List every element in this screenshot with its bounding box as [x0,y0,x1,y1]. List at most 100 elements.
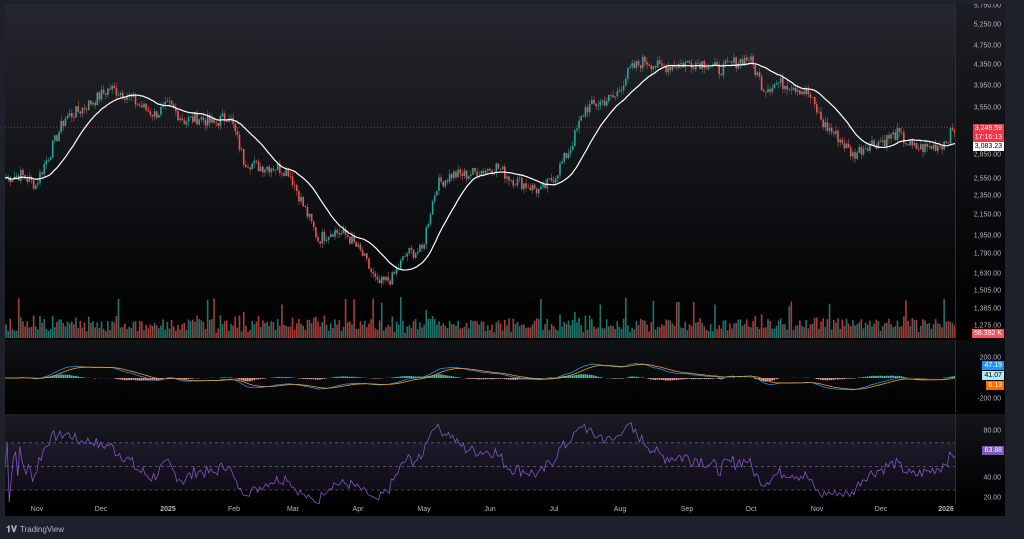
histogram-bar [722,378,725,379]
candle [756,72,759,75]
histogram-bar [830,378,833,381]
time-axis[interactable]: Nov Dec 2025 Feb Mar Apr May Jun Jul Aug Sep Oct Nov… [5,504,1005,516]
candle [342,229,345,234]
macd-pane[interactable]: 200.00 -200.00 47.19 41.07 6.13 [5,340,1005,412]
volume-bar [143,330,145,338]
candle [155,111,158,118]
histogram-bar [431,375,434,378]
candle [665,66,667,73]
price-axis[interactable]: 1,275.00 1,385.00 1,505.00 1,630.00 1,790.00… [955,4,1005,338]
volume-bar [56,321,58,338]
candle [92,102,94,105]
candle [115,87,118,96]
candle [153,111,156,117]
rsi-axis[interactable]: 80.00 40.00 20.00 63.88 [955,414,1005,504]
time-label: Jun [484,506,496,513]
volume-bar [622,318,625,338]
volume-bar [283,324,285,338]
candle [782,77,784,89]
histogram-bar [648,378,650,379]
histogram-bar [138,378,141,381]
volume-bar [701,322,704,338]
volume-bar [319,326,321,338]
candle [444,180,447,187]
histogram-bar [433,374,436,378]
candle [414,253,417,258]
time-label: Sep [680,506,694,513]
volume-bar [81,327,84,338]
volume-bar [238,315,241,338]
volume-bar [843,325,846,338]
candle [760,76,763,90]
histogram-bar [176,378,179,379]
volume-bar [268,325,271,338]
volume-bar [849,326,852,338]
histogram-bar [885,375,888,378]
volume-bar [930,328,933,338]
tradingview-logo[interactable]: 𝟏𝐕 TradingView [6,524,64,535]
candle [939,145,941,147]
candle [66,115,69,119]
candle [259,166,262,172]
histogram-bar [866,376,869,378]
candle [735,57,737,69]
histogram-bar [191,378,194,379]
histogram-bar [629,376,631,378]
histogram-bar [620,378,623,379]
candle [656,60,659,68]
candle [230,117,232,119]
histogram-bar [720,378,723,380]
volume-bar [841,319,844,338]
histogram-bar [257,378,260,380]
price-tick: 4,350.00 [973,61,1001,69]
volume-bar [257,315,260,338]
volume-bar [240,331,243,338]
candle [391,272,394,285]
volume-bar [939,324,941,338]
volume-bar [276,319,279,338]
volume-bar [223,321,226,338]
volume-bar [393,331,396,338]
histogram-bar [890,375,892,378]
candle [300,196,302,202]
chart-frame[interactable]: 1,275.00 1,385.00 1,505.00 1,630.00 1,790.00… [5,4,1005,516]
histogram-bar [837,378,839,380]
candle [917,148,920,150]
macd-axis[interactable]: 200.00 -200.00 47.19 41.07 6.13 [955,340,1005,412]
volume-bar [890,324,892,338]
volume-bar [419,322,421,338]
candle [60,120,63,133]
price-plot[interactable] [5,4,955,338]
volume-bar [786,329,788,338]
volume-bar [7,330,9,338]
volume-bar [493,332,495,338]
histogram-bar [883,376,886,378]
candle [724,60,727,64]
price-tick: 2,850.00 [973,151,1001,159]
candle [79,111,82,114]
candle [124,98,126,100]
candle [540,186,542,190]
volume-bar [663,325,665,338]
volume-bar [911,318,914,338]
volume-bar [567,320,570,338]
candle [245,164,247,168]
candle [644,56,646,63]
rsi-pane[interactable]: 80.00 40.00 20.00 63.88 [5,414,1005,504]
candle [832,132,835,134]
volume-bar [92,321,94,338]
volume-bar [208,319,211,338]
candle [412,249,415,258]
volume-bar [699,318,701,338]
histogram-bar [595,376,597,378]
candle [164,102,167,105]
histogram-bar [565,375,568,378]
candle [769,88,771,92]
volume-bar [510,331,512,338]
histogram-bar [679,378,682,380]
price-pane[interactable]: 1,275.00 1,385.00 1,505.00 1,630.00 1,790.00… [5,4,1005,338]
volume-bar [945,321,948,338]
candle [858,147,861,153]
candle [593,99,595,104]
histogram-bar [633,376,635,378]
